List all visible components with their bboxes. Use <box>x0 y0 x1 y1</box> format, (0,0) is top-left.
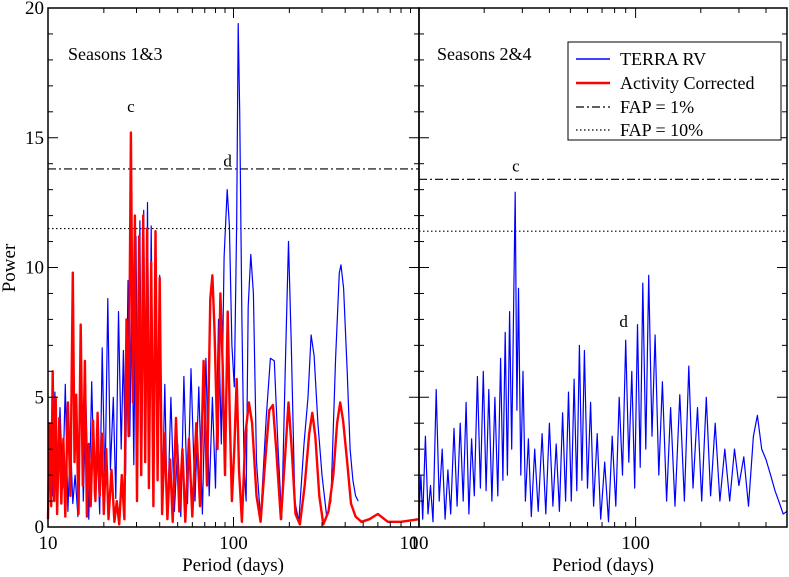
x-tick-label: 10 <box>410 533 429 554</box>
legend-terra-label: TERRA RV <box>620 49 706 69</box>
left-x-axis-label: Period (days) <box>182 555 284 576</box>
right-annotation-c: c <box>512 156 520 175</box>
legend-fap10-label: FAP = 10% <box>620 120 703 140</box>
left-annotation-d: d <box>223 151 232 170</box>
y-tick-label: 10 <box>25 258 44 279</box>
right-x-axis-label: Period (days) <box>552 555 654 576</box>
left-activity-series-line <box>46 131 420 526</box>
right-terra-series-line <box>418 191 788 523</box>
right-panel-title: Seasons 2&4 <box>437 44 532 64</box>
right-annotation-d: d <box>619 312 628 331</box>
legend-activity-label: Activity Corrected <box>620 73 754 93</box>
y-tick-labels: 0 5 10 15 20 <box>25 0 44 538</box>
y-tick-label: 20 <box>25 0 44 19</box>
left-ticks: 10 100 10 <box>39 7 420 554</box>
y-tick-label: 0 <box>35 517 45 538</box>
left-plot-area <box>46 23 420 526</box>
y-tick-label: 15 <box>25 128 44 149</box>
left-panel-title: Seasons 1&3 <box>68 44 163 64</box>
x-tick-label: 100 <box>621 533 650 554</box>
x-tick-label: 10 <box>400 533 419 554</box>
panel-left: 10 100 10 Seasons 1&3 c d Period (days) <box>39 7 420 576</box>
right-plot-area <box>418 178 788 523</box>
legend-fap1-label: FAP = 1% <box>620 97 694 117</box>
right-ticks: 10 100 <box>410 7 788 554</box>
left-annotation-c: c <box>127 97 135 116</box>
x-tick-label: 100 <box>219 533 248 554</box>
x-tick-label: 10 <box>39 533 58 554</box>
y-tick-label: 5 <box>35 387 45 408</box>
legend: TERRA RV Activity Corrected FAP = 1% FAP… <box>567 41 782 141</box>
y-axis-label: Power <box>0 243 20 292</box>
panel-right: 10 100 Seasons 2&4 c d Period (days) <box>410 7 788 576</box>
